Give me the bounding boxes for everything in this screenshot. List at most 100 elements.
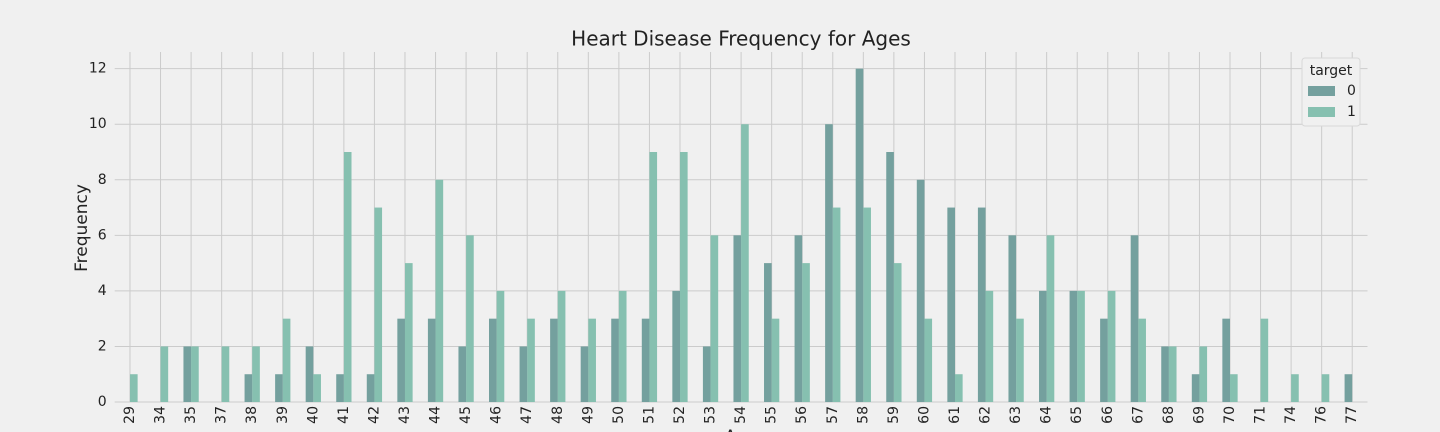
bar: [427, 318, 436, 402]
x-tick-label: 29: [122, 406, 138, 424]
bar: [588, 318, 596, 402]
bar: [1168, 346, 1177, 402]
x-tick-label: 37: [214, 406, 230, 424]
x-tick-label: 51: [641, 406, 657, 424]
bar: [863, 207, 871, 402]
legend-swatch: [1308, 86, 1335, 96]
bar: [649, 152, 658, 402]
x-tick-label: 67: [1130, 406, 1146, 424]
bar: [825, 124, 833, 402]
bar: [397, 318, 405, 402]
bar: [519, 346, 528, 402]
bar: [802, 263, 810, 402]
bar: [1344, 374, 1353, 402]
bar: [1046, 235, 1055, 402]
x-tick-label: 46: [489, 406, 505, 424]
bar: [1016, 318, 1024, 402]
x-tick-label: 66: [1100, 406, 1116, 424]
bar: [954, 374, 963, 402]
x-tick-label: 63: [1008, 406, 1024, 424]
x-tick-label: 68: [1161, 406, 1177, 424]
bar: [1107, 290, 1116, 402]
bar: [924, 318, 933, 402]
bar: [1008, 235, 1017, 402]
bar: [1321, 374, 1330, 402]
bar: [557, 290, 566, 402]
bar: [741, 124, 749, 402]
x-tick-label: 40: [305, 406, 321, 424]
x-tick-label: 39: [275, 406, 291, 424]
x-tick-label: 38: [244, 406, 260, 424]
bar: [977, 207, 986, 402]
x-tick-label: 62: [978, 406, 994, 424]
bar: [160, 346, 169, 402]
y-tick-label: 0: [98, 394, 107, 410]
bar: [618, 290, 627, 402]
bar: [183, 346, 192, 402]
x-tick-label: 76: [1314, 406, 1330, 424]
x-tick-label: 48: [550, 406, 566, 424]
x-tick-label: 43: [397, 406, 413, 424]
bar: [886, 152, 894, 402]
bar: [580, 346, 589, 402]
bar: [916, 179, 925, 402]
x-axis-label: Age: [725, 427, 758, 432]
x-tick-label: 58: [855, 406, 871, 424]
bar: [489, 318, 497, 402]
x-tick-label: 61: [947, 406, 963, 424]
x-tick-label: 65: [1069, 406, 1085, 424]
bar: [679, 152, 688, 402]
y-tick-label: 2: [98, 338, 107, 354]
bar: [1222, 318, 1230, 402]
bar: [893, 263, 902, 402]
bar: [458, 346, 467, 402]
y-tick-label: 10: [89, 116, 107, 132]
x-tick-label: 47: [519, 406, 535, 424]
bar: [305, 346, 314, 402]
bar: [1069, 290, 1078, 402]
bar: [336, 374, 344, 402]
bar: [832, 207, 841, 402]
bar: [985, 290, 994, 402]
x-tick-label: 60: [916, 406, 932, 424]
bar: [771, 318, 780, 402]
x-tick-label: 45: [458, 406, 474, 424]
bar: [221, 346, 230, 402]
bar: [366, 374, 375, 402]
x-tick-label: 34: [153, 406, 169, 424]
chart-title: Heart Disease Frequency for Ages: [571, 27, 911, 51]
x-tick-label: 56: [794, 406, 810, 424]
legend-title: target: [1310, 63, 1353, 79]
bar: [1100, 318, 1108, 402]
y-tick-label: 12: [89, 61, 107, 77]
bar: [1191, 374, 1200, 402]
bar: [1260, 318, 1269, 402]
bar: [313, 374, 321, 402]
bar: [550, 318, 558, 402]
bar: [1161, 346, 1169, 402]
x-tick-label: 44: [428, 406, 444, 424]
bar: [764, 263, 772, 402]
y-axis-label: Frequency: [72, 184, 92, 272]
x-tick-label: 57: [825, 406, 841, 424]
bar: [252, 346, 260, 402]
bar: [1229, 374, 1238, 402]
y-tick-label: 6: [98, 227, 107, 243]
bar: [710, 235, 719, 402]
y-tick-label: 4: [98, 283, 107, 299]
bar: [1199, 346, 1208, 402]
x-tick-label: 52: [672, 406, 688, 424]
x-tick-label: 41: [336, 406, 352, 424]
bar: [1077, 290, 1085, 402]
x-tick-label: 70: [1222, 406, 1238, 424]
bar: [672, 290, 680, 402]
legend-label: 0: [1347, 83, 1356, 99]
bar: [404, 263, 413, 402]
x-tick-label: 54: [733, 406, 749, 424]
bar: [466, 235, 474, 402]
bar: [641, 318, 650, 402]
x-tick-label: 53: [703, 406, 719, 424]
bar: [244, 374, 253, 402]
bar: [1291, 374, 1299, 402]
